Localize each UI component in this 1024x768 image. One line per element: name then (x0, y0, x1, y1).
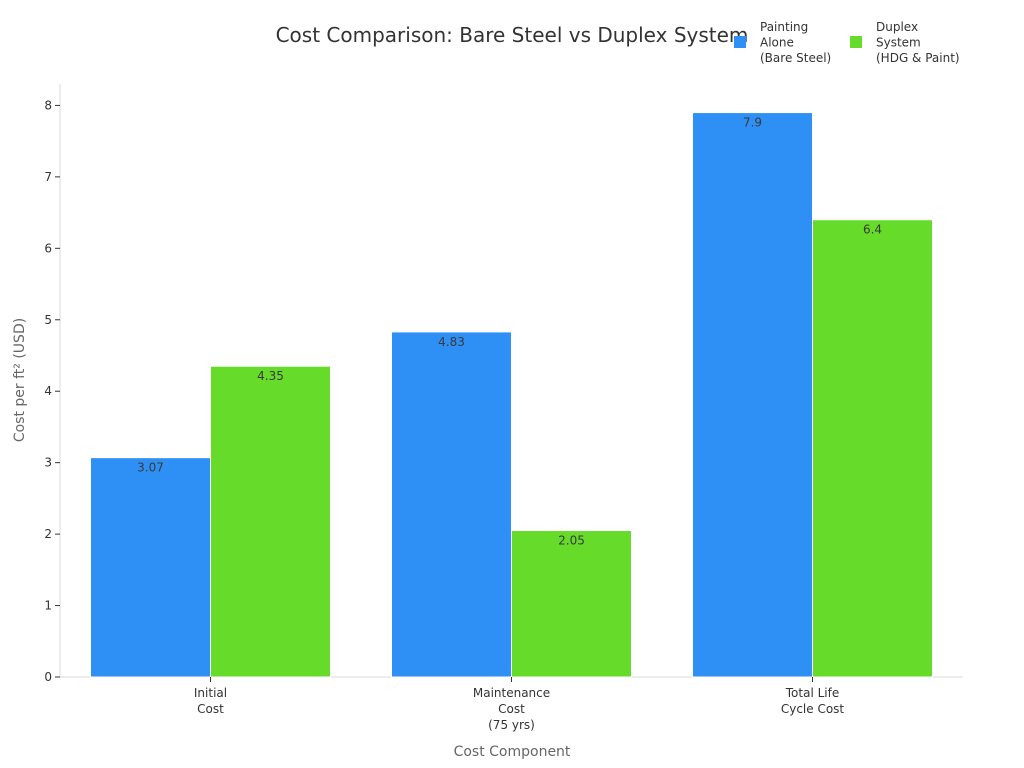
bar (391, 331, 512, 678)
y-tick-label: 0 (44, 670, 52, 684)
legend-label: Duplex System (HDG & Paint) (876, 20, 960, 65)
bar (812, 219, 933, 678)
x-axis-title: Cost Component (454, 744, 571, 760)
y-axis-ticks: 0 1 2 3 4 5 6 7 8 (44, 98, 60, 684)
legend: Painting Alone (Bare Steel) Duplex System (HD… (734, 20, 960, 65)
y-tick-label: 5 (44, 313, 52, 327)
bar-value-label: 6.4 (863, 223, 882, 237)
bar-value-label: 4.35 (257, 369, 284, 383)
legend-swatch (734, 36, 746, 48)
chart-title: Cost Comparison: Bare Steel vs Duplex Sy… (276, 23, 749, 47)
y-tick-label: 2 (44, 527, 52, 541)
bar-value-label: 7.9 (743, 116, 762, 130)
x-tick-label: Total Life Cycle Cost (781, 686, 845, 716)
legend-swatch (850, 36, 862, 48)
y-tick-label: 4 (44, 384, 52, 398)
bar-value-label: 3.07 (137, 461, 164, 475)
bar-value-label: 4.83 (438, 335, 465, 349)
bars (90, 112, 933, 678)
x-tick-label: Maintenance Cost (75 yrs) (473, 686, 550, 732)
bar (692, 112, 813, 678)
y-tick-label: 7 (44, 170, 52, 184)
x-axis-ticks: Initial Cost Maintenance Cost (75 yrs) Total … (194, 677, 845, 732)
y-tick-label: 1 (44, 599, 52, 613)
y-tick-label: 6 (44, 241, 52, 255)
bar (210, 365, 331, 678)
x-tick-label: Initial Cost (194, 686, 227, 716)
bar (90, 457, 211, 678)
y-tick-label: 8 (44, 98, 52, 112)
y-tick-label: 3 (44, 456, 52, 470)
bar-value-labels: 3.07 4.35 4.83 2.05 7.9 6.4 (137, 116, 882, 548)
legend-label: Painting Alone (Bare Steel) (760, 20, 831, 65)
bar-value-label: 2.05 (558, 534, 585, 548)
bar (511, 530, 632, 678)
y-axis-title: Cost per ft² (USD) (12, 318, 28, 442)
